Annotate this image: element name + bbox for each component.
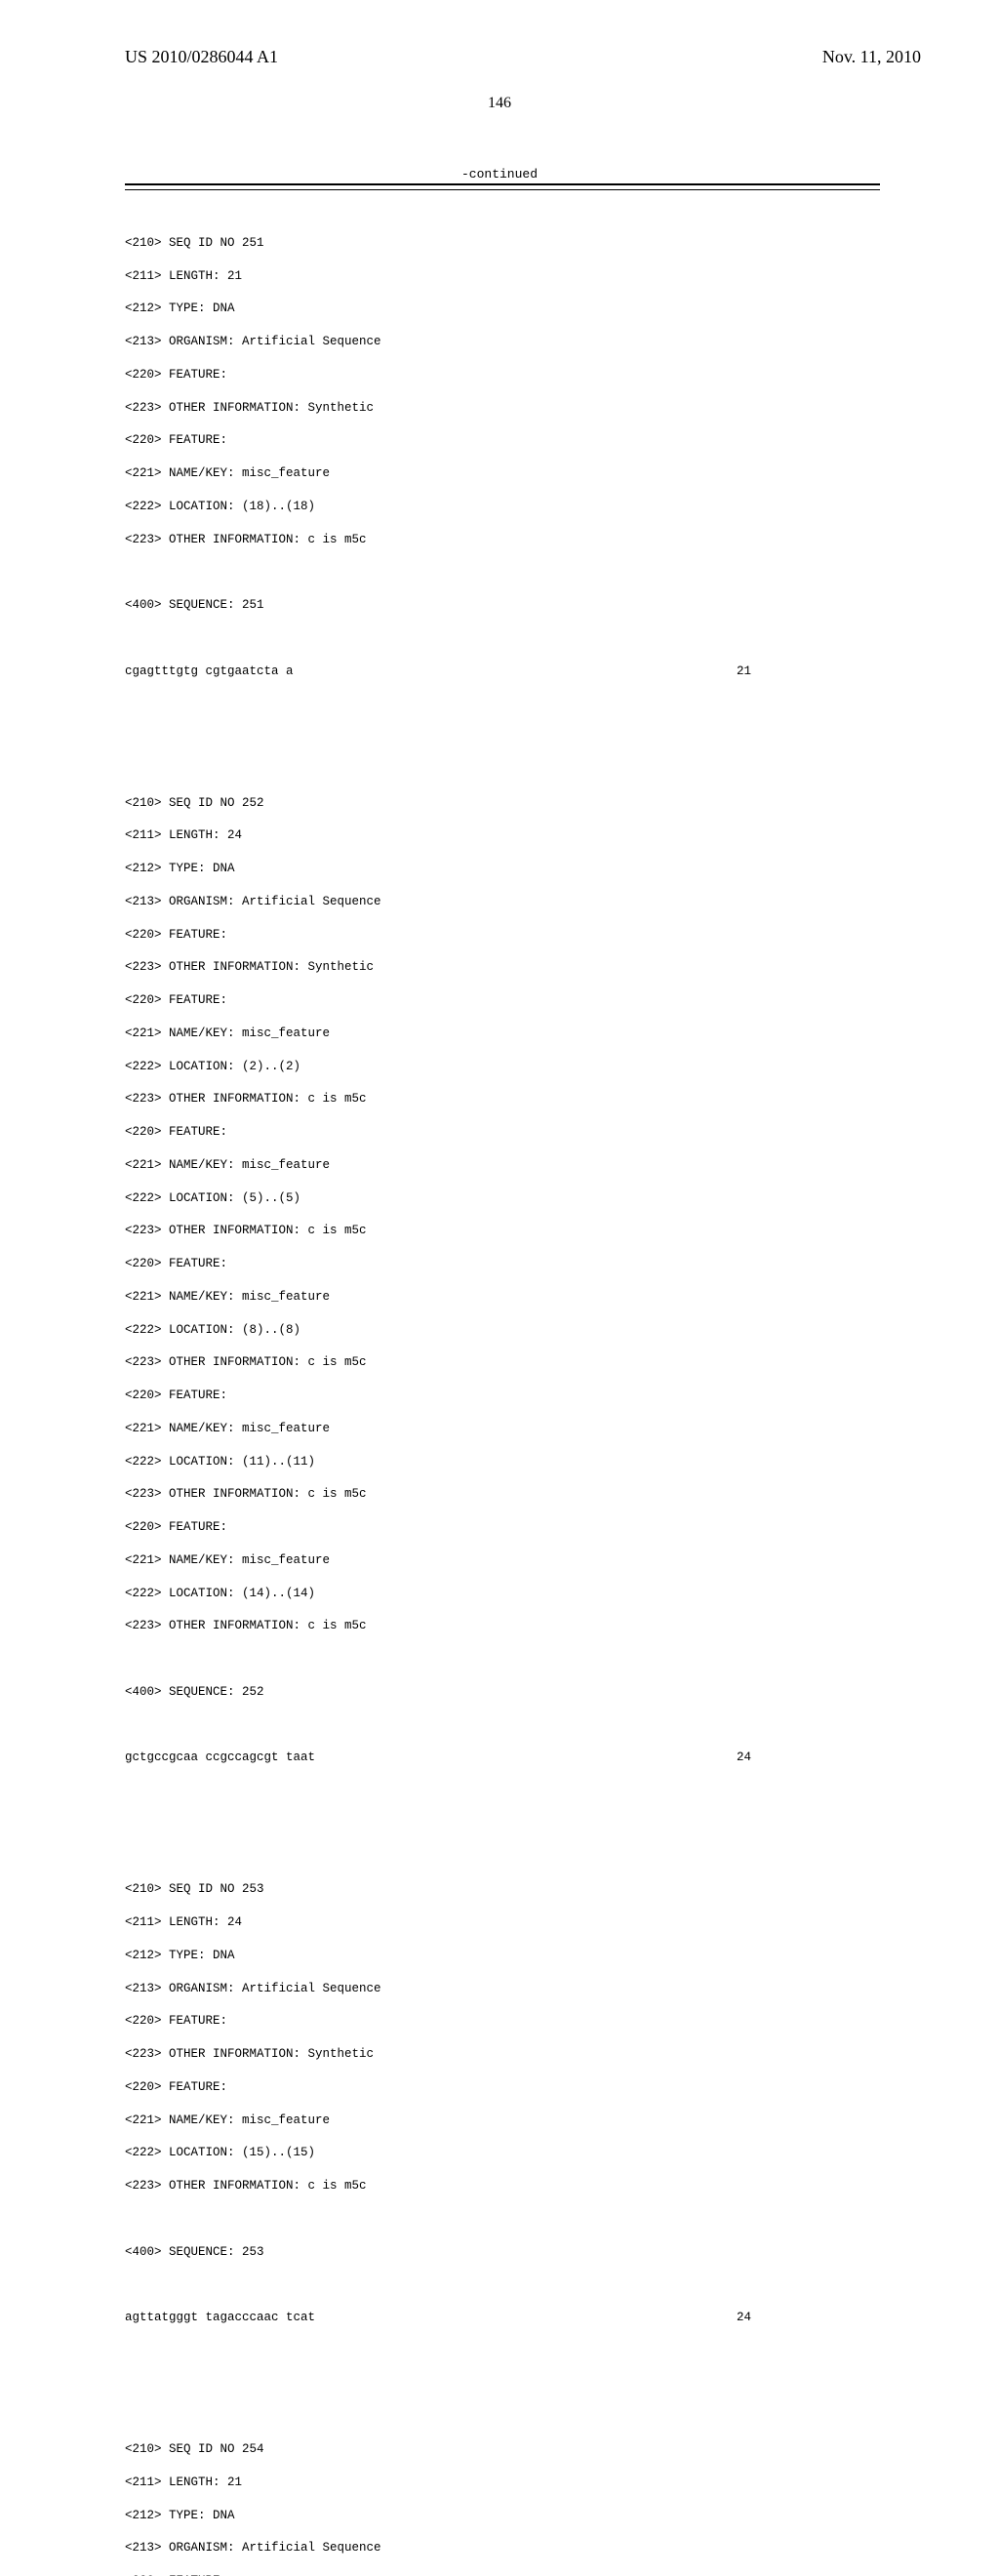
- blank-line: [125, 712, 880, 729]
- page-number: 146: [0, 95, 999, 112]
- seq-line: <212> TYPE: DNA: [125, 861, 880, 877]
- seq-line: <223> OTHER INFORMATION: c is m5c: [125, 1486, 880, 1503]
- seq-line: <220> FEATURE:: [125, 2079, 880, 2096]
- seq-line: <220> FEATURE:: [125, 927, 880, 944]
- patent-number: US 2010/0286044 A1: [125, 47, 278, 67]
- horizontal-rule-bottom: [125, 189, 880, 190]
- sequence-length: 24: [737, 1750, 751, 1766]
- seq-line: <223> OTHER INFORMATION: Synthetic: [125, 400, 880, 417]
- seq-line: <400> SEQUENCE: 252: [125, 1684, 880, 1701]
- blank-line: [125, 1717, 880, 1734]
- seq-line: <212> TYPE: DNA: [125, 1948, 880, 1964]
- seq-line: <210> SEQ ID NO 253: [125, 1881, 880, 1898]
- seq-line: <220> FEATURE:: [125, 2573, 880, 2576]
- seq-line: <222> LOCATION: (18)..(18): [125, 499, 880, 515]
- seq-line: <213> ORGANISM: Artificial Sequence: [125, 2540, 880, 2556]
- blank-line: [125, 2359, 880, 2376]
- sequence-row: gctgccgcaa ccgccagcgt taat 24: [125, 1750, 751, 1766]
- seq-line: <220> FEATURE:: [125, 1388, 880, 1404]
- seq-line: <222> LOCATION: (8)..(8): [125, 1322, 880, 1339]
- blank-line: [125, 630, 880, 647]
- seq-254-block: <210> SEQ ID NO 254 <211> LENGTH: 21 <21…: [125, 2425, 880, 2576]
- seq-line: <212> TYPE: DNA: [125, 301, 880, 317]
- seq-line: <220> FEATURE:: [125, 2013, 880, 2030]
- sequence-text: cgagtttgtg cgtgaatcta a: [125, 664, 294, 680]
- seq-line: <220> FEATURE:: [125, 367, 880, 383]
- seq-line: <221> NAME/KEY: misc_feature: [125, 1552, 880, 1569]
- continued-label: -continued: [0, 167, 999, 181]
- blank-line: [125, 1832, 880, 1849]
- sequence-row: agttatgggt tagacccaac tcat 24: [125, 2310, 751, 2326]
- seq-252-block: <210> SEQ ID NO 252 <211> LENGTH: 24 <21…: [125, 779, 880, 1783]
- seq-line: <400> SEQUENCE: 251: [125, 597, 880, 614]
- seq-line: <221> NAME/KEY: misc_feature: [125, 2113, 880, 2129]
- seq-line: <223> OTHER INFORMATION: Synthetic: [125, 2046, 880, 2063]
- seq-line: <220> FEATURE:: [125, 432, 880, 449]
- seq-line: <223> OTHER INFORMATION: c is m5c: [125, 532, 880, 548]
- seq-line: <223> OTHER INFORMATION: Synthetic: [125, 959, 880, 976]
- seq-line: <220> FEATURE:: [125, 1519, 880, 1536]
- seq-line: <211> LENGTH: 24: [125, 1914, 880, 1931]
- seq-line: <213> ORGANISM: Artificial Sequence: [125, 334, 880, 350]
- seq-line: <221> NAME/KEY: misc_feature: [125, 1157, 880, 1174]
- horizontal-rule-top: [125, 183, 880, 185]
- blank-line: [125, 564, 880, 581]
- seq-line: <222> LOCATION: (15)..(15): [125, 2145, 880, 2161]
- seq-line: <400> SEQUENCE: 253: [125, 2244, 880, 2261]
- publication-date: Nov. 11, 2010: [822, 47, 921, 67]
- seq-line: <211> LENGTH: 21: [125, 268, 880, 285]
- seq-251-block: <210> SEQ ID NO 251 <211> LENGTH: 21 <21…: [125, 219, 880, 696]
- seq-line: <222> LOCATION: (11)..(11): [125, 1454, 880, 1470]
- blank-line: [125, 2211, 880, 2228]
- blank-line: [125, 745, 880, 762]
- seq-line: <210> SEQ ID NO 252: [125, 795, 880, 812]
- seq-line: <221> NAME/KEY: misc_feature: [125, 1026, 880, 1042]
- seq-line: <210> SEQ ID NO 254: [125, 2441, 880, 2458]
- blank-line: [125, 1799, 880, 1816]
- blank-line: [125, 2392, 880, 2408]
- page-header: US 2010/0286044 A1 Nov. 11, 2010: [0, 0, 999, 67]
- seq-line: <213> ORGANISM: Artificial Sequence: [125, 894, 880, 910]
- seq-line: <222> LOCATION: (5)..(5): [125, 1190, 880, 1207]
- seq-line: <213> ORGANISM: Artificial Sequence: [125, 1981, 880, 1997]
- seq-line: <221> NAME/KEY: misc_feature: [125, 1289, 880, 1306]
- seq-line: <223> OTHER INFORMATION: c is m5c: [125, 1618, 880, 1634]
- seq-line: <220> FEATURE:: [125, 1256, 880, 1272]
- seq-line: <221> NAME/KEY: misc_feature: [125, 1421, 880, 1437]
- seq-line: <223> OTHER INFORMATION: c is m5c: [125, 1091, 880, 1107]
- seq-line: <221> NAME/KEY: misc_feature: [125, 465, 880, 482]
- sequence-text: agttatgggt tagacccaac tcat: [125, 2310, 315, 2326]
- seq-line: <223> OTHER INFORMATION: c is m5c: [125, 2178, 880, 2194]
- blank-line: [125, 1651, 880, 1668]
- seq-line: <222> LOCATION: (2)..(2): [125, 1059, 880, 1075]
- blank-line: [125, 2276, 880, 2293]
- seq-line: <210> SEQ ID NO 251: [125, 235, 880, 252]
- seq-line: <223> OTHER INFORMATION: c is m5c: [125, 1354, 880, 1371]
- sequence-length: 21: [737, 664, 751, 680]
- seq-line: <223> OTHER INFORMATION: c is m5c: [125, 1223, 880, 1239]
- seq-line: <220> FEATURE:: [125, 1124, 880, 1141]
- seq-line: <222> LOCATION: (14)..(14): [125, 1586, 880, 1602]
- sequence-length: 24: [737, 2310, 751, 2326]
- sequence-row: cgagtttgtg cgtgaatcta a 21: [125, 664, 751, 680]
- seq-line: <220> FEATURE:: [125, 992, 880, 1009]
- sequence-listing: <210> SEQ ID NO 251 <211> LENGTH: 21 <21…: [0, 202, 999, 2576]
- sequence-text: gctgccgcaa ccgccagcgt taat: [125, 1750, 315, 1766]
- seq-line: <211> LENGTH: 24: [125, 827, 880, 844]
- seq-253-block: <210> SEQ ID NO 253 <211> LENGTH: 24 <21…: [125, 1865, 880, 2342]
- seq-line: <211> LENGTH: 21: [125, 2475, 880, 2491]
- seq-line: <212> TYPE: DNA: [125, 2508, 880, 2524]
